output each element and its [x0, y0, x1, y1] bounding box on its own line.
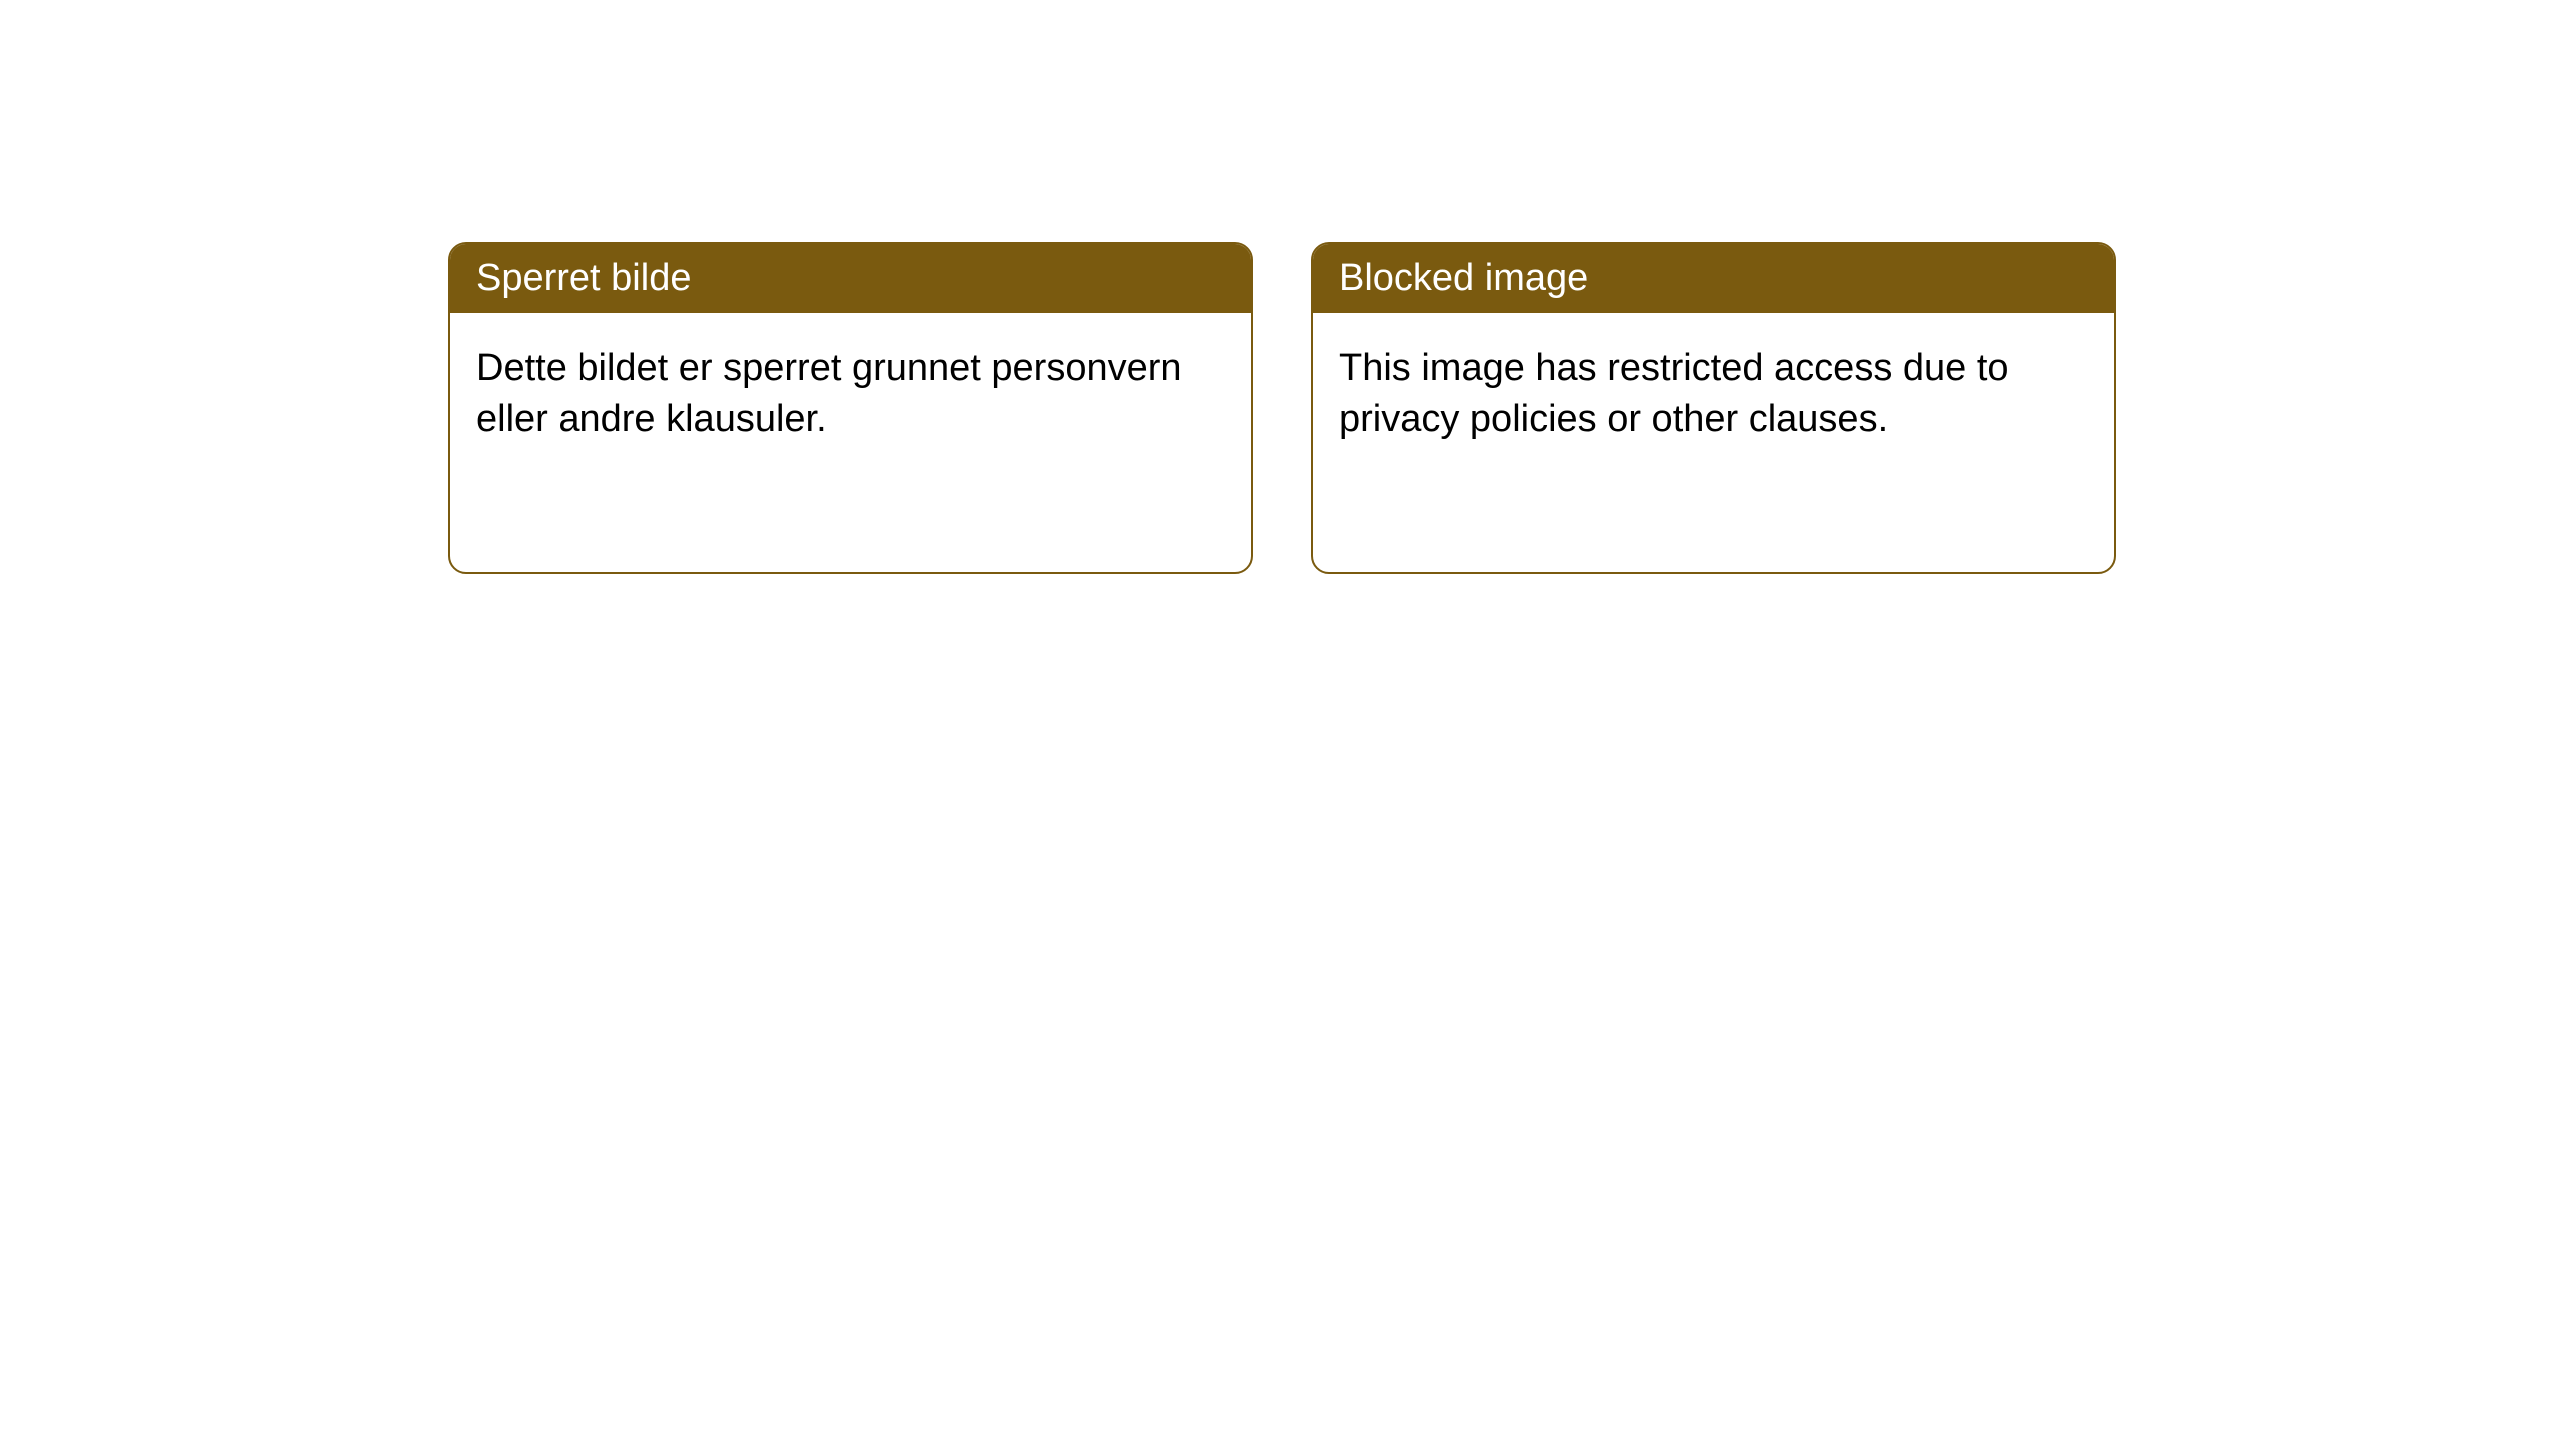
notice-container: Sperret bilde Dette bildet er sperret gr…	[0, 0, 2560, 574]
notice-card-norwegian: Sperret bilde Dette bildet er sperret gr…	[448, 242, 1253, 574]
notice-text: Dette bildet er sperret grunnet personve…	[476, 347, 1182, 440]
notice-body: This image has restricted access due to …	[1313, 313, 2114, 476]
notice-header: Blocked image	[1313, 244, 2114, 313]
notice-text: This image has restricted access due to …	[1339, 347, 2009, 440]
notice-title: Blocked image	[1339, 257, 1588, 299]
notice-title: Sperret bilde	[476, 257, 691, 299]
notice-header: Sperret bilde	[450, 244, 1251, 313]
notice-body: Dette bildet er sperret grunnet personve…	[450, 313, 1251, 476]
notice-card-english: Blocked image This image has restricted …	[1311, 242, 2116, 574]
